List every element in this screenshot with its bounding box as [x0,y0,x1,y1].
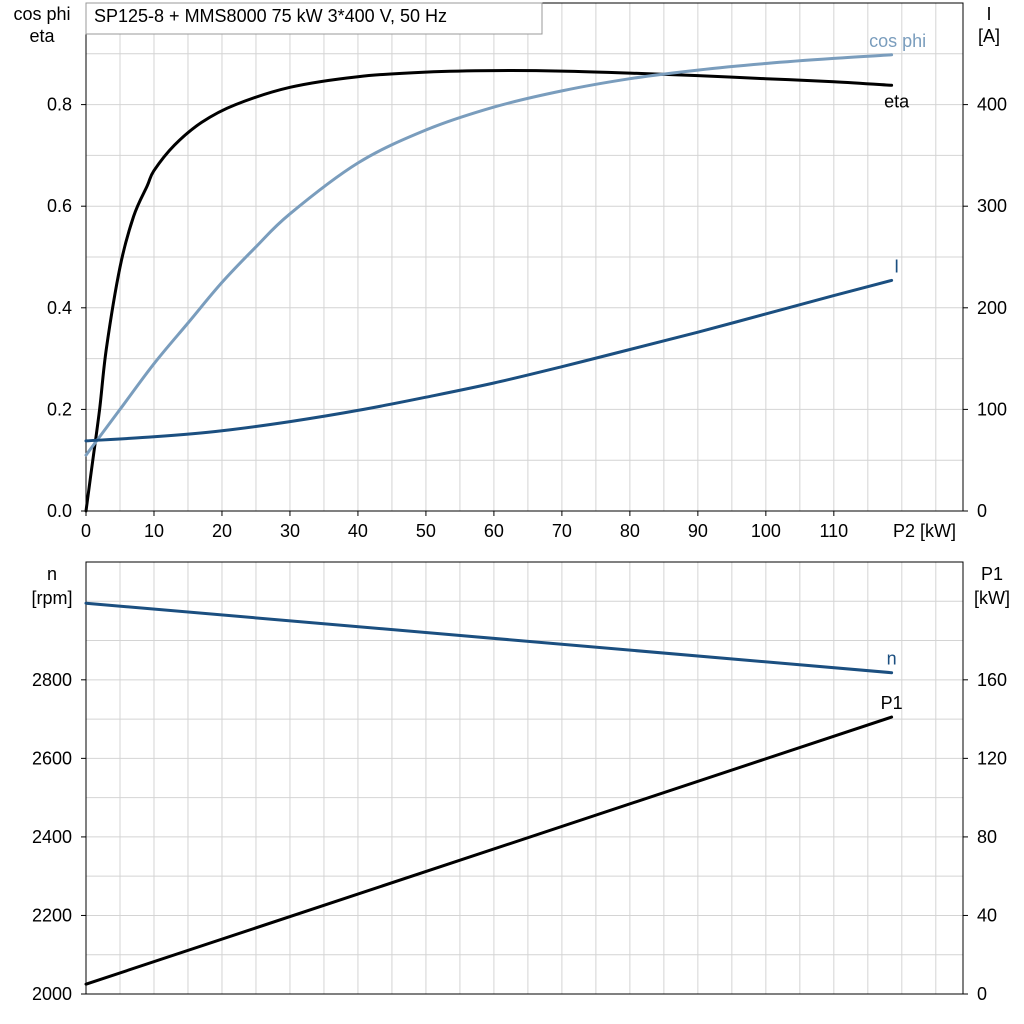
y-right-tick-label: 0 [977,984,987,1004]
bottom-tick-labels: 2000 2200 2400 2600 2800 0 40 80 120 160 [32,670,1007,1004]
series-line-i [84,278,894,443]
y-right-tick-label: 120 [977,748,1007,768]
right-axis-unit-p1: [kW] [974,588,1010,608]
series-label-i: I [894,256,899,276]
y-left-tick-label: 2000 [32,984,72,1004]
x-tick-label: 100 [751,521,781,541]
y-right-tick-label: 200 [977,298,1007,318]
top-gridlines [86,2,963,511]
y-right-tick-label: 40 [977,905,997,925]
bottom-series-labels: n P1 [881,649,903,713]
left-axis-title-cosphi: cos phi [13,4,70,24]
top-chart: 0 10 20 30 40 50 60 70 80 90 100 110 0.0 0.2 0.4 0.6 0.8… [13,2,1007,541]
left-axis-title-speed: n [47,564,57,584]
y-left-tick-label: 2400 [32,827,72,847]
bottom-chart: 2000 2200 2400 2600 2800 0 40 80 120 160 n P1 n [r… [31,561,1010,1004]
x-tick-label: 70 [552,521,572,541]
y-right-tick-label: 400 [977,95,1007,115]
y-right-tick-label: 300 [977,196,1007,216]
top-tick-labels: 0 10 20 30 40 50 60 70 80 90 100 110 0.0 0.2 0.4 0.6 0.8… [47,95,1007,541]
y-right-tick-label: 0 [977,501,987,521]
y-left-tick-label: 0.0 [47,501,72,521]
series-label-eta: eta [884,91,910,111]
y-left-tick-label: 0.8 [47,95,72,115]
y-right-tick-label: 160 [977,670,1007,690]
right-axis-title-current: I [986,4,991,24]
series-line-cos-phi [84,53,894,457]
x-tick-label: 80 [620,521,640,541]
y-left-tick-label: 2800 [32,670,72,690]
y-left-tick-label: 0.6 [47,196,72,216]
x-tick-label: 50 [416,521,436,541]
bottom-gridlines [86,562,963,994]
top-series-labels: eta cos phi I [869,31,926,277]
series-label-n: n [887,649,897,669]
x-tick-label: 0 [81,521,91,541]
x-tick-label: 110 [819,521,848,541]
bottom-series-lines [84,601,894,986]
series-label-cos-phi: cos phi [869,31,926,51]
left-axis-unit-speed: [rpm] [31,588,72,608]
y-right-tick-label: 100 [977,399,1007,419]
x-tick-label: 20 [212,521,232,541]
top-series-lines [84,53,894,513]
x-tick-label: 40 [348,521,368,541]
y-right-tick-label: 80 [977,827,997,847]
left-axis-title-eta: eta [29,26,55,46]
x-tick-label: 90 [688,521,708,541]
series-line-n [84,601,894,675]
y-left-tick-label: 2600 [32,748,72,768]
x-tick-label: 30 [280,521,300,541]
series-line-p1 [84,715,894,986]
right-axis-title-p1: P1 [981,564,1003,584]
right-axis-unit-current: [A] [978,26,1000,46]
bottom-plot-frame [85,561,964,995]
y-left-tick-label: 0.4 [47,298,72,318]
x-tick-label: 10 [144,521,164,541]
x-tick-label: 60 [484,521,504,541]
x-axis-title: P2 [kW] [893,521,956,541]
chart-title: SP125-8 + MMS8000 75 kW 3*400 V, 50 Hz [94,6,447,26]
series-label-p1: P1 [881,693,903,713]
y-left-tick-label: 2200 [32,905,72,925]
chart-title-box [85,2,543,35]
y-left-tick-label: 0.2 [47,399,72,419]
series-line-eta [84,69,894,513]
